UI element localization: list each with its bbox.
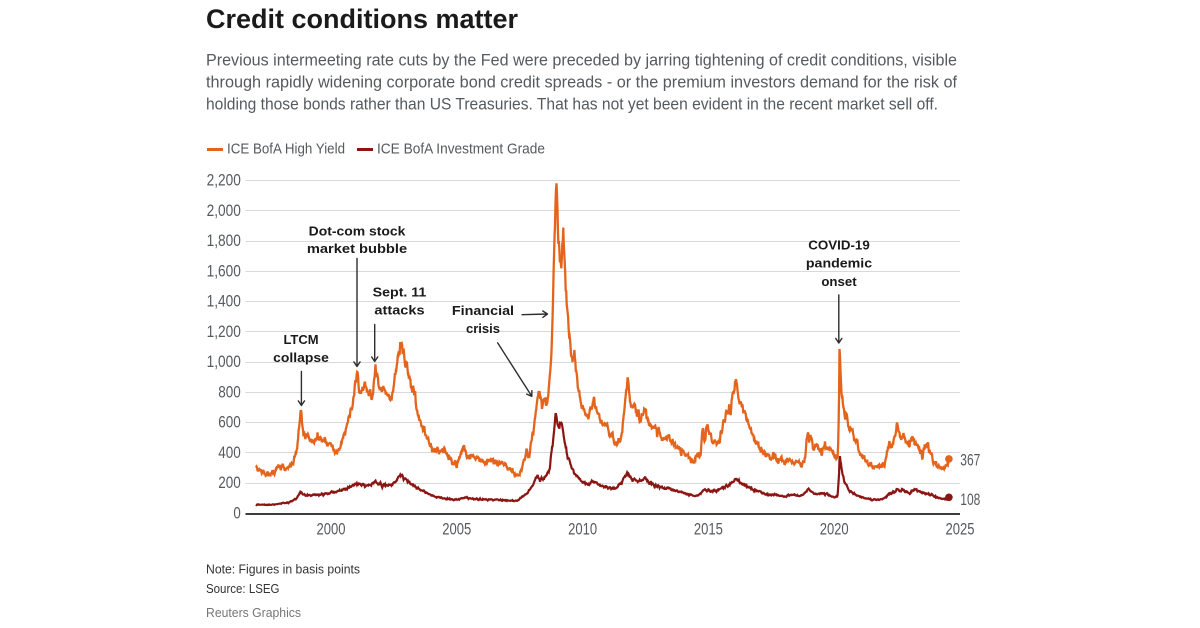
svg-text:2005: 2005	[442, 521, 471, 539]
svg-text:1,000: 1,000	[207, 353, 241, 371]
svg-text:2025: 2025	[946, 521, 975, 539]
svg-text:Credit conditions matter: Credit conditions matter	[206, 4, 518, 34]
svg-text:attacks: attacks	[374, 302, 424, 317]
svg-text:COVID-19: COVID-19	[808, 237, 870, 252]
svg-text:LTCM: LTCM	[283, 332, 318, 347]
svg-text:1,200: 1,200	[207, 323, 241, 341]
svg-text:Source: LSEG: Source: LSEG	[206, 581, 280, 596]
svg-text:600: 600	[218, 414, 241, 432]
svg-text:1,800: 1,800	[207, 232, 241, 250]
svg-text:2010: 2010	[568, 521, 597, 539]
svg-text:holding those bonds rather tha: holding those bonds rather than US Treas…	[206, 96, 938, 114]
svg-text:367: 367	[960, 451, 980, 469]
svg-text:onset: onset	[821, 274, 857, 289]
svg-text:2,000: 2,000	[207, 202, 241, 220]
svg-text:Sept. 11: Sept. 11	[373, 285, 427, 300]
svg-text:2020: 2020	[820, 521, 849, 539]
svg-text:Note: Figures in basis points: Note: Figures in basis points	[206, 562, 360, 577]
svg-text:Financial: Financial	[452, 303, 514, 318]
svg-text:1,400: 1,400	[207, 293, 241, 311]
svg-text:108: 108	[960, 491, 980, 509]
svg-text:2015: 2015	[694, 521, 723, 539]
svg-text:ICE BofA High Yield: ICE BofA High Yield	[227, 142, 345, 158]
svg-text:market bubble: market bubble	[307, 241, 407, 256]
svg-text:collapse: collapse	[273, 350, 329, 365]
svg-text:pandemic: pandemic	[806, 256, 872, 271]
svg-text:through rapidly widening corpo: through rapidly widening corporate bond …	[206, 74, 957, 92]
svg-text:200: 200	[218, 474, 241, 492]
svg-text:0: 0	[233, 504, 240, 522]
svg-text:1,600: 1,600	[207, 262, 241, 280]
svg-text:Dot-com stock: Dot-com stock	[309, 223, 406, 238]
svg-text:2000: 2000	[317, 521, 346, 539]
svg-text:2,200: 2,200	[207, 172, 241, 190]
svg-text:Reuters Graphics: Reuters Graphics	[206, 605, 301, 620]
svg-text:800: 800	[218, 383, 241, 401]
svg-text:crisis: crisis	[466, 321, 500, 336]
svg-text:Previous intermeeting rate cut: Previous intermeeting rate cuts by the F…	[206, 52, 957, 70]
svg-text:400: 400	[218, 444, 241, 462]
svg-text:ICE BofA Investment Grade: ICE BofA Investment Grade	[377, 142, 545, 158]
